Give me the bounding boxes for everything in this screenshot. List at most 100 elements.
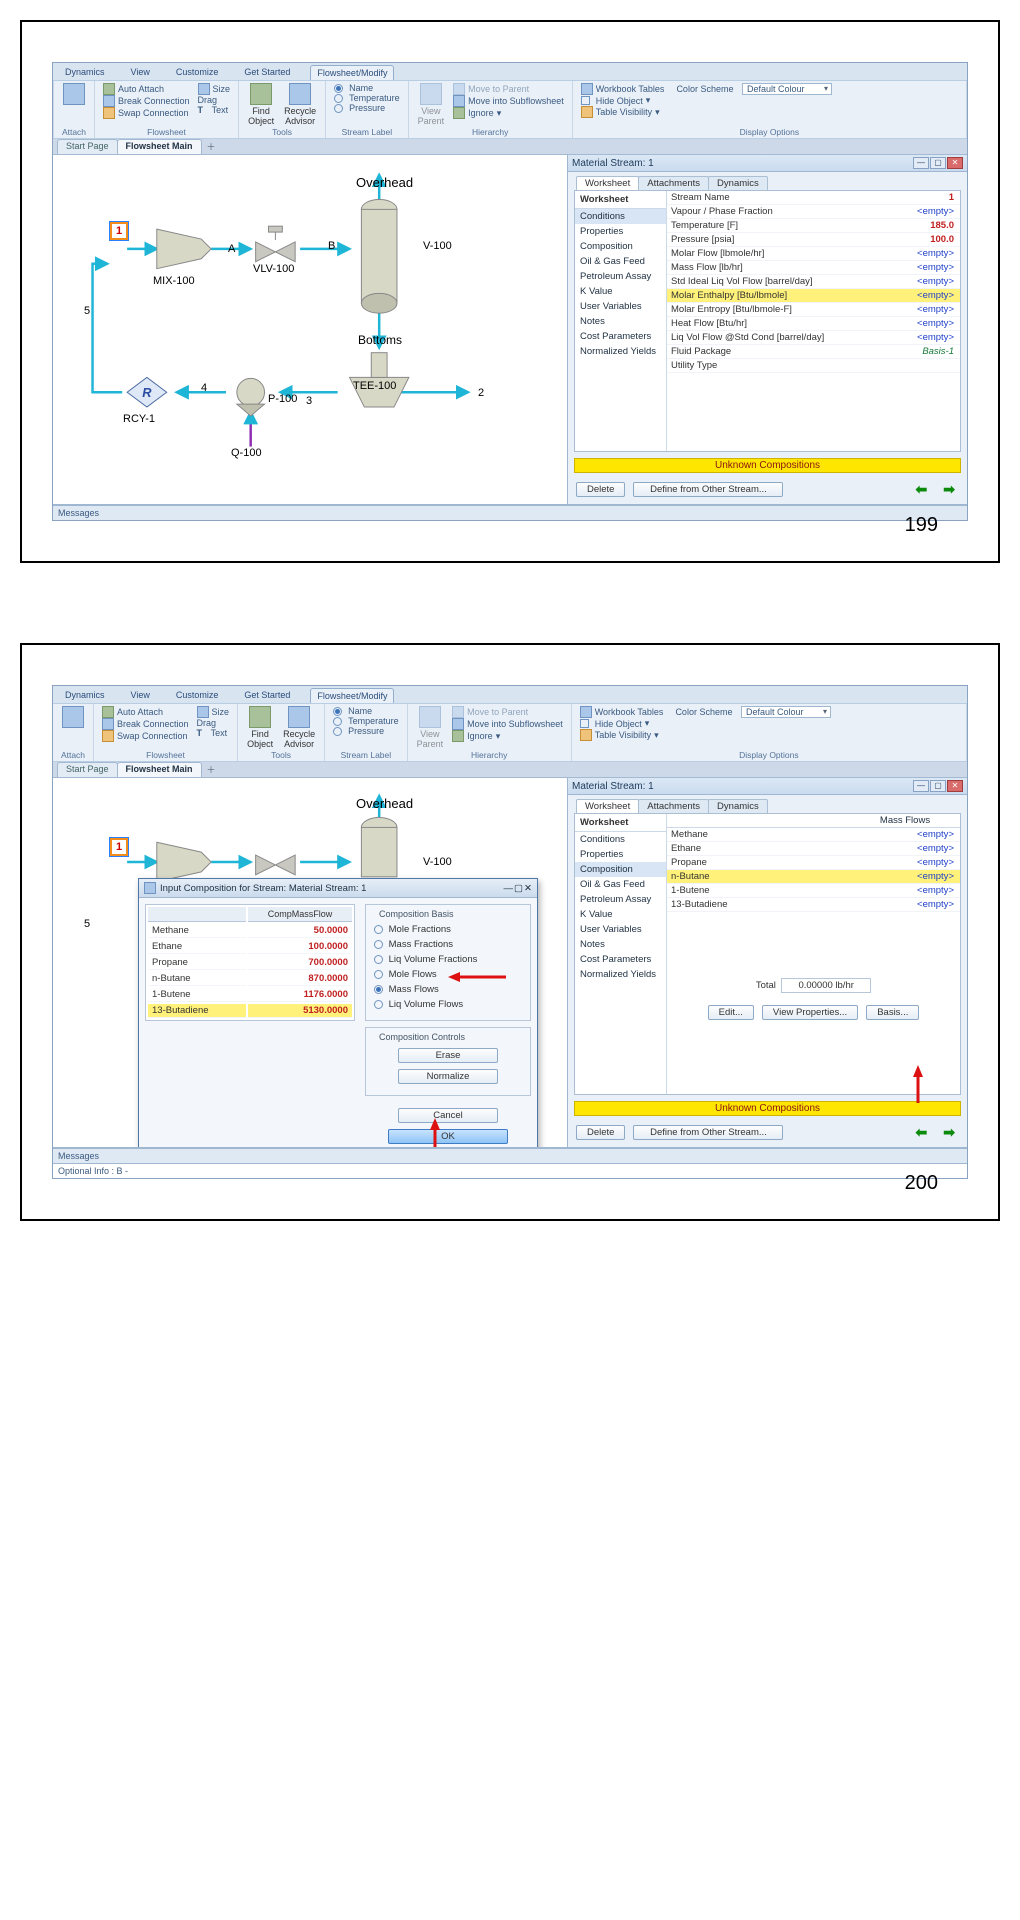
doctab-start[interactable]: Start Page bbox=[57, 139, 118, 154]
sidebar-item-oil-gas-feed[interactable]: Oil & Gas Feed bbox=[575, 254, 666, 269]
tab-dynamics[interactable]: Dynamics bbox=[59, 65, 111, 80]
stream-5[interactable]: 5 bbox=[84, 918, 90, 930]
sidebar-item-notes[interactable]: Notes bbox=[575, 314, 666, 329]
prop-row[interactable]: Temperature [F]185.0 bbox=[667, 219, 960, 233]
stream-3[interactable]: 3 bbox=[306, 395, 312, 407]
color-scheme[interactable]: Color Scheme Default Colour bbox=[674, 83, 834, 95]
sidebar-item-cost-parameters[interactable]: Cost Parameters bbox=[575, 952, 666, 967]
btn-view-props[interactable]: View Properties... bbox=[762, 1005, 858, 1020]
radio-name[interactable]: Name bbox=[332, 83, 402, 93]
dlg-row[interactable]: n-Butane870.0000 bbox=[148, 972, 352, 986]
doctab-add[interactable]: ＋ bbox=[201, 139, 222, 154]
attach-icon[interactable] bbox=[62, 706, 84, 728]
dlg-min-icon[interactable]: — bbox=[504, 883, 514, 894]
btn-define-other-stream[interactable]: Define from Other Stream... bbox=[633, 482, 783, 497]
nav-next-icon[interactable]: ➡ bbox=[939, 481, 959, 498]
panel-max-icon[interactable]: ▢ bbox=[930, 157, 946, 169]
sidebar-item-oil-gas-feed[interactable]: Oil & Gas Feed bbox=[575, 877, 666, 892]
btn-find-object[interactable]: Find Object bbox=[245, 83, 277, 126]
dlg-row[interactable]: 13-Butadiene5130.0000 bbox=[148, 1004, 352, 1018]
dlg-row[interactable]: Propane700.0000 bbox=[148, 956, 352, 970]
sidebar-item-normalized-yields[interactable]: Normalized Yields bbox=[575, 967, 666, 982]
sidebar-item-k-value[interactable]: K Value bbox=[575, 907, 666, 922]
doctab-flowsheet-main[interactable]: Flowsheet Main bbox=[117, 139, 202, 154]
composition-table[interactable]: CompMassFlow Methane50.0000Ethane100.000… bbox=[145, 904, 355, 1021]
radio-liq-volume-fractions[interactable]: Liq Volume Fractions bbox=[374, 952, 522, 967]
btn-ignore[interactable]: Ignore▾ bbox=[451, 107, 566, 119]
btn-delete[interactable]: Delete bbox=[576, 482, 625, 497]
dlg-max-icon[interactable]: ▢ bbox=[514, 883, 523, 894]
dlg-close-icon[interactable]: ✕ bbox=[524, 883, 532, 894]
stream-2[interactable]: 2 bbox=[478, 387, 484, 399]
btn-workbook-tables[interactable]: Workbook Tables bbox=[579, 83, 667, 95]
dlg-row[interactable]: Methane50.0000 bbox=[148, 924, 352, 938]
comp-row[interactable]: Methaneempty bbox=[667, 828, 960, 842]
radio-temperature[interactable]: Temperature bbox=[332, 93, 402, 103]
prop-row[interactable]: Stream Name1 bbox=[667, 191, 960, 205]
btn-edit[interactable]: Edit... bbox=[708, 1005, 754, 1020]
sidebar-item-user-variables[interactable]: User Variables bbox=[575, 299, 666, 314]
sidebar-item-conditions[interactable]: Conditions bbox=[575, 832, 666, 847]
comp-row[interactable]: Ethaneempty bbox=[667, 842, 960, 856]
stream-1[interactable]: 1 bbox=[110, 838, 128, 856]
btn-break-conn[interactable]: Break Connection bbox=[101, 95, 192, 107]
unit-v-100[interactable] bbox=[361, 199, 397, 313]
ptab-dynamics[interactable]: Dynamics bbox=[708, 176, 768, 190]
prop-row[interactable]: Vapour / Phase Fractionempty bbox=[667, 205, 960, 219]
sidebar-item-petroleum-assay[interactable]: Petroleum Assay bbox=[575, 269, 666, 284]
sidebar-item-composition[interactable]: Composition bbox=[575, 862, 666, 877]
stream-5[interactable]: 5 bbox=[84, 305, 90, 317]
unit-vlv-100[interactable] bbox=[256, 226, 296, 262]
prop-row[interactable]: Utility Type bbox=[667, 359, 960, 373]
prop-row[interactable]: Std Ideal Liq Vol Flow [barrel/day]empty bbox=[667, 275, 960, 289]
sidebar-item-cost-parameters[interactable]: Cost Parameters bbox=[575, 329, 666, 344]
stream-1[interactable]: 1 bbox=[110, 222, 128, 240]
comp-row[interactable]: n-Butaneempty bbox=[667, 870, 960, 884]
sidebar-item-composition[interactable]: Composition bbox=[575, 239, 666, 254]
prop-row[interactable]: Heat Flow [Btu/hr]empty bbox=[667, 317, 960, 331]
unit-mix-100[interactable] bbox=[157, 229, 211, 269]
btn-move-parent[interactable]: Move to Parent bbox=[451, 83, 566, 95]
radio-mass-fractions[interactable]: Mass Fractions bbox=[374, 937, 522, 952]
flowsheet-canvas-2[interactable]: 1 5 Overhead V-100 Input Composition for… bbox=[53, 778, 567, 1147]
tab-flowsheet-modify[interactable]: Flowsheet/Modify bbox=[310, 65, 394, 80]
btn-move-sub[interactable]: Move into Subflowsheet bbox=[451, 95, 566, 107]
flowsheet-canvas[interactable]: R 1 5 2 3 4 A B Overhead V-100 MIX-100 V… bbox=[53, 155, 567, 504]
panel-min-icon[interactable]: — bbox=[913, 157, 929, 169]
btn-size[interactable]: Size bbox=[196, 83, 233, 95]
btn-table-visibility[interactable]: Table Visibility▾ bbox=[579, 106, 667, 118]
radio-liq-volume-flows[interactable]: Liq Volume Flows bbox=[374, 997, 522, 1012]
panel-close-icon[interactable]: ✕ bbox=[947, 157, 963, 169]
btn-drag[interactable]: Drag bbox=[196, 95, 233, 105]
ptab-attachments[interactable]: Attachments bbox=[638, 176, 709, 190]
btn-auto-attach[interactable]: Auto Attach bbox=[101, 83, 192, 95]
sidebar-item-properties[interactable]: Properties bbox=[575, 847, 666, 862]
tab-customize[interactable]: Customize bbox=[170, 65, 225, 80]
btn-text[interactable]: T Text bbox=[196, 105, 233, 115]
btn-hide-object[interactable]: Hide Object▾ bbox=[579, 95, 667, 106]
sidebar-item-k-value[interactable]: K Value bbox=[575, 284, 666, 299]
btn-cancel[interactable]: Cancel bbox=[398, 1108, 498, 1123]
dlg-row[interactable]: 1-Butene1176.0000 bbox=[148, 988, 352, 1002]
btn-normalize[interactable]: Normalize bbox=[398, 1069, 498, 1084]
unit-rcy-1[interactable]: R bbox=[127, 377, 167, 407]
sidebar-item-conditions[interactable]: Conditions bbox=[575, 209, 666, 224]
prop-row[interactable]: Pressure [psia]100.0 bbox=[667, 233, 960, 247]
btn-view-parent[interactable]: View Parent bbox=[415, 83, 448, 126]
radio-mole-fractions[interactable]: Mole Fractions bbox=[374, 922, 522, 937]
btn-ok[interactable]: OK bbox=[388, 1129, 508, 1144]
stream-4[interactable]: 4 bbox=[201, 382, 207, 394]
radio-pressure[interactable]: Pressure bbox=[332, 103, 402, 113]
prop-row[interactable]: Fluid PackageBasis-1 bbox=[667, 345, 960, 359]
sidebar-item-notes[interactable]: Notes bbox=[575, 937, 666, 952]
comp-row[interactable]: 13-Butadieneempty bbox=[667, 898, 960, 912]
prop-row[interactable]: Liq Vol Flow @Std Cond [barrel/day]empty bbox=[667, 331, 960, 345]
prop-row[interactable]: Molar Flow [lbmole/hr]empty bbox=[667, 247, 960, 261]
prop-row[interactable]: Molar Entropy [Btu/lbmole-F]empty bbox=[667, 303, 960, 317]
btn-recycle-advisor[interactable]: Recycle Advisor bbox=[281, 83, 319, 126]
sidebar-item-properties[interactable]: Properties bbox=[575, 224, 666, 239]
comp-row[interactable]: 1-Buteneempty bbox=[667, 884, 960, 898]
sidebar-item-petroleum-assay[interactable]: Petroleum Assay bbox=[575, 892, 666, 907]
ptab-worksheet[interactable]: Worksheet bbox=[576, 176, 639, 190]
nav-prev-icon[interactable]: ⬅ bbox=[912, 481, 932, 498]
